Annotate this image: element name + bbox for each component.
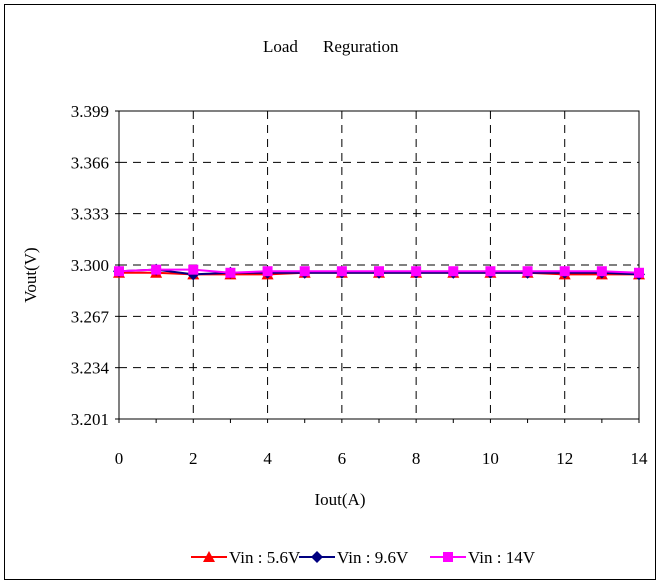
- legend-item: Vin : 9.6V: [299, 548, 409, 567]
- chart-title: Load: [263, 37, 298, 56]
- data-point: [448, 266, 459, 277]
- x-tick-label: 6: [338, 449, 347, 468]
- chart-frame: Load Reguration 3.201 3.234 3.267 3.300 3.33…: [4, 4, 656, 580]
- data-point: [225, 267, 236, 278]
- x-tick-label: 12: [556, 449, 573, 468]
- chart-subtitle: Reguration: [323, 37, 399, 56]
- y-axis-label: Vout(V): [21, 247, 40, 302]
- legend-marker: [311, 551, 323, 563]
- legend-marker: [443, 552, 453, 562]
- chart-svg: Load Reguration 3.201 3.234 3.267 3.300 3.33…: [21, 37, 648, 567]
- data-point: [374, 266, 384, 277]
- legend-label: Vin : 9.6V: [337, 548, 409, 567]
- x-tick-labels: 0 2 4 6 8 10 12 14: [115, 449, 648, 468]
- legend-marker: [203, 551, 215, 562]
- y-tick-label: 3.333: [71, 205, 109, 224]
- legend-label: Vin : 5.6V: [229, 548, 301, 567]
- x-axis-label: Iout(A): [315, 490, 366, 509]
- y-tick-labels: 3.201 3.234 3.267 3.300 3.333 3.366 3.399: [71, 102, 110, 429]
- series-3: [114, 264, 644, 278]
- x-tick-label: 4: [263, 449, 272, 468]
- legend-label: Vin : 14V: [468, 548, 536, 567]
- data-point: [188, 264, 199, 275]
- y-tick-label: 3.267: [71, 307, 110, 326]
- data-point: [299, 266, 310, 277]
- data-point: [559, 266, 570, 277]
- data-point: [522, 266, 533, 277]
- x-tick-label: 8: [412, 449, 421, 468]
- plot-area: [118, 110, 640, 420]
- data-point: [411, 266, 422, 277]
- x-tick-label: 2: [189, 449, 198, 468]
- y-tick-label: 3.201: [71, 410, 109, 429]
- x-tick-label: 14: [631, 449, 649, 468]
- data-point: [634, 267, 644, 278]
- x-tick-label: 10: [482, 449, 499, 468]
- y-tick-label: 3.300: [71, 256, 109, 275]
- data-point: [336, 266, 347, 277]
- legend-item: Vin : 14V: [430, 548, 536, 567]
- y-tick-label: 3.366: [71, 153, 109, 172]
- data-point: [151, 264, 162, 275]
- grid-lines: [115, 110, 640, 423]
- y-tick-label: 3.399: [71, 102, 109, 121]
- data-point: [262, 266, 273, 277]
- y-tick-label: 3.234: [71, 359, 110, 378]
- x-tick-label: 0: [115, 449, 124, 468]
- data-point: [485, 266, 496, 277]
- data-point: [596, 266, 607, 277]
- legend: Vin : 5.6V Vin : 9.6V Vin : 14V: [191, 548, 536, 567]
- legend-item: Vin : 5.6V: [191, 548, 301, 567]
- data-point: [114, 266, 124, 277]
- series-group: [113, 263, 645, 281]
